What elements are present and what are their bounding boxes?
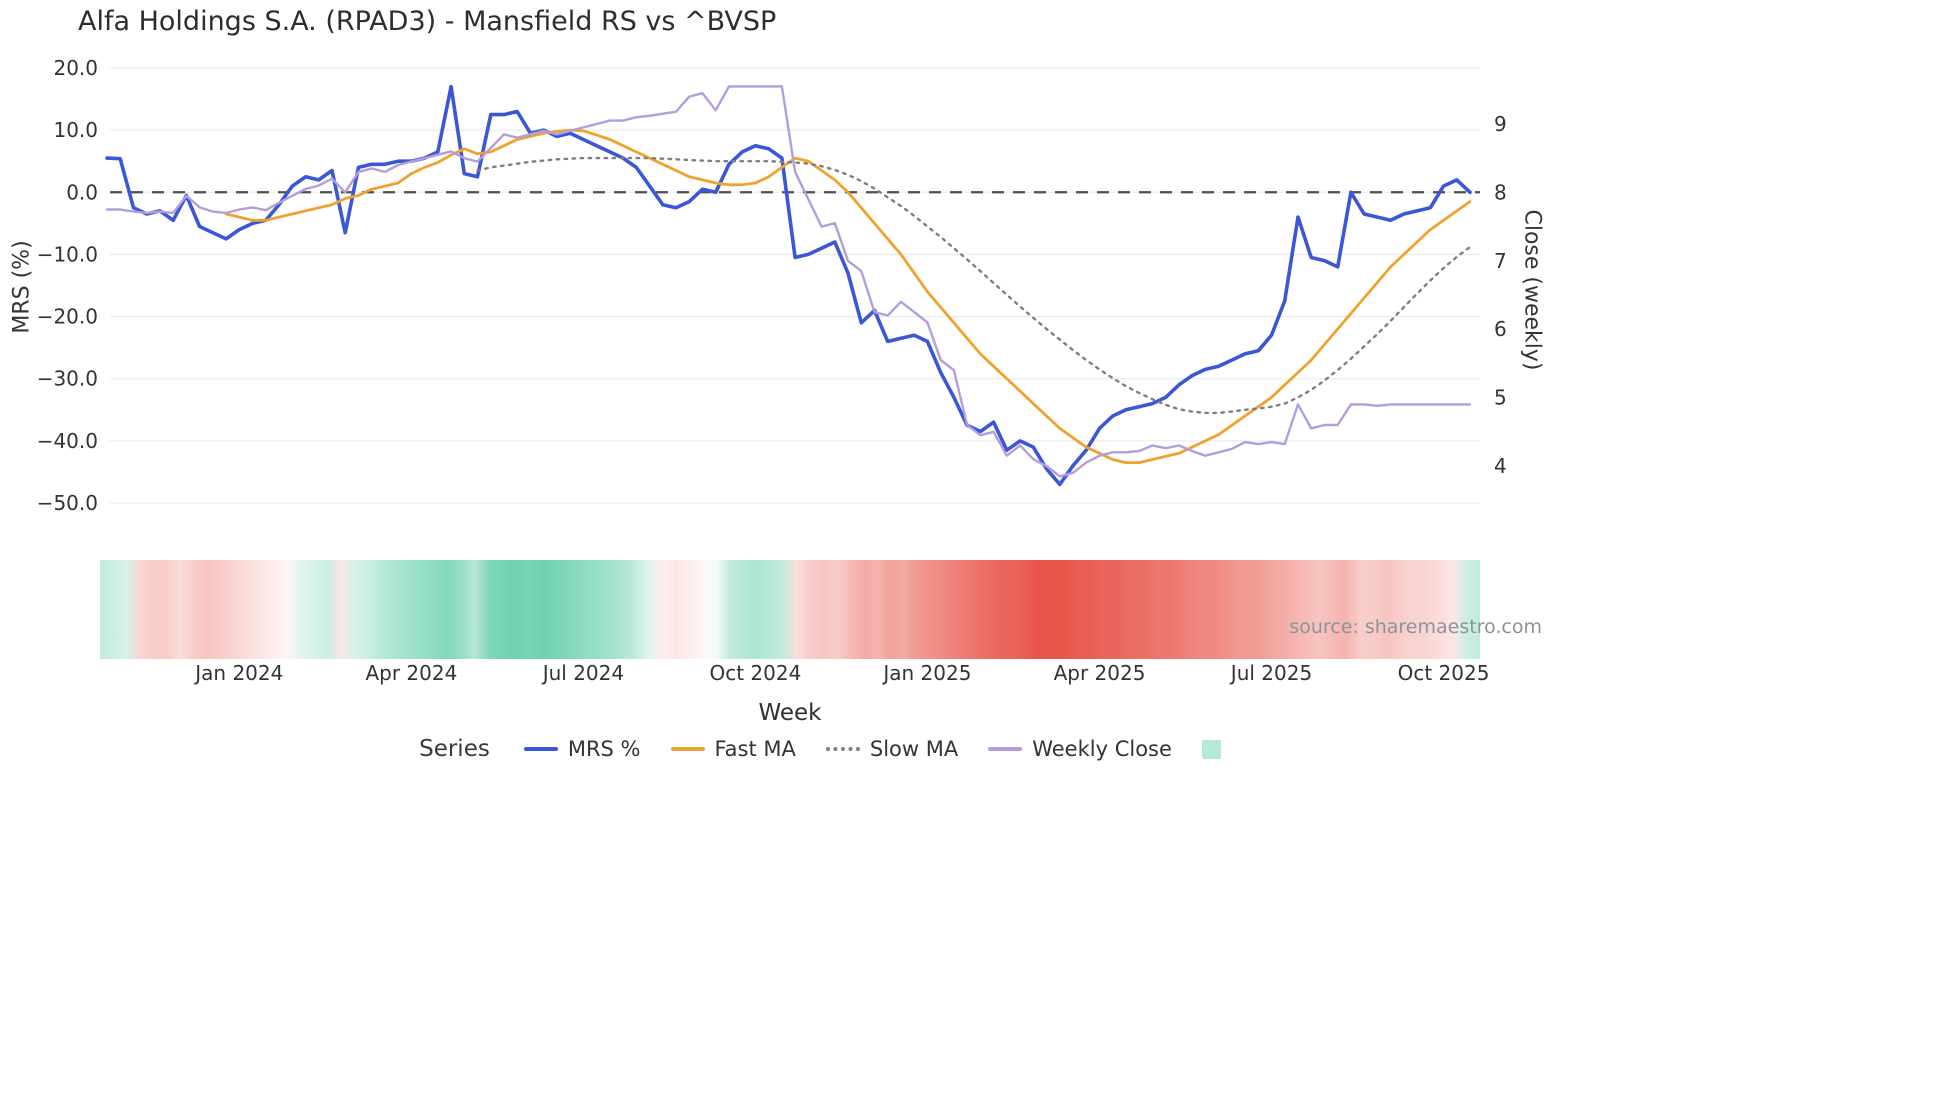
right-tick-label: 8 bbox=[1494, 180, 1507, 204]
legend-label: MRS % bbox=[567, 737, 641, 761]
left-tick-label: 20.0 bbox=[53, 56, 98, 80]
x-tick-label: Apr 2025 bbox=[1054, 661, 1146, 685]
right-tick-label: 4 bbox=[1494, 454, 1507, 478]
left-tick-label: −20.0 bbox=[37, 305, 98, 329]
right-tick-label: 5 bbox=[1494, 386, 1507, 410]
series-line-weekly-close bbox=[105, 85, 1472, 478]
legend-item-mrs-: MRS % bbox=[523, 737, 641, 761]
legend-item-weekly-close: Weekly Close bbox=[988, 737, 1172, 761]
x-tick-label: Oct 2024 bbox=[709, 661, 801, 685]
right-axis-label: Close (weekly) bbox=[1519, 209, 1545, 371]
chart-plot: 20.0 10.0 0.0 −10.0 −20.0 −30.0 −40.0 −50.0 9 8 7 6… bbox=[37, 56, 1507, 685]
x-axis-label: Week bbox=[758, 700, 822, 726]
x-tick-label: Oct 2025 bbox=[1398, 661, 1490, 685]
legend-swatch-icon bbox=[670, 747, 705, 751]
legend-title: Series bbox=[419, 736, 490, 762]
left-tick-label: −40.0 bbox=[37, 429, 98, 453]
legend-label: Weekly Close bbox=[1032, 737, 1172, 761]
left-tick-label: −50.0 bbox=[37, 491, 98, 515]
left-axis-label: MRS (%) bbox=[9, 240, 35, 334]
legend-swatch-icon bbox=[988, 747, 1023, 751]
legend-swatch-icon bbox=[825, 747, 860, 751]
x-tick-label: Jan 2024 bbox=[193, 661, 283, 685]
left-tick-label: −30.0 bbox=[37, 367, 98, 391]
legend-label: Slow MA bbox=[869, 737, 959, 761]
left-tick-label: −10.0 bbox=[37, 242, 98, 266]
chart-title: Alfa Holdings S.A. (RPAD3) - Mansfield R… bbox=[78, 6, 777, 37]
legend-swatch-icon bbox=[523, 747, 558, 751]
legend-item-strip bbox=[1201, 739, 1221, 759]
right-tick-label: 9 bbox=[1494, 112, 1507, 136]
x-tick-label: Jul 2025 bbox=[1229, 661, 1312, 685]
left-tick-label: 10.0 bbox=[53, 118, 98, 142]
legend-item-slow-ma: Slow MA bbox=[825, 737, 959, 761]
legend-label: Fast MA bbox=[714, 737, 796, 761]
series-line-mrs- bbox=[105, 84, 1472, 487]
left-tick-label: 0.0 bbox=[66, 180, 98, 204]
legend-item-fast-ma: Fast MA bbox=[670, 737, 796, 761]
series-line-fast-ma bbox=[224, 128, 1472, 464]
legend-items: MRS % Fast MA Slow MA Weekly Close bbox=[523, 737, 1221, 761]
series-legend: Series MRS % Fast MA Slow MA Weekly Close bbox=[0, 736, 1640, 762]
source-credit: source: sharemaestro.com bbox=[1289, 616, 1542, 638]
x-tick-label: Jul 2024 bbox=[541, 661, 624, 685]
x-tick-label: Apr 2024 bbox=[365, 661, 457, 685]
legend-swatch-icon bbox=[1201, 739, 1221, 759]
series-line-slow-ma bbox=[476, 156, 1472, 415]
right-tick-label: 7 bbox=[1494, 249, 1507, 273]
right-tick-label: 6 bbox=[1494, 317, 1507, 341]
x-tick-label: Jan 2025 bbox=[881, 661, 971, 685]
regime-strip bbox=[100, 560, 1480, 659]
